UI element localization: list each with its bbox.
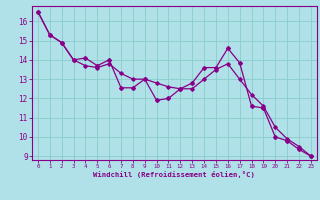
X-axis label: Windchill (Refroidissement éolien,°C): Windchill (Refroidissement éolien,°C) (93, 171, 255, 178)
